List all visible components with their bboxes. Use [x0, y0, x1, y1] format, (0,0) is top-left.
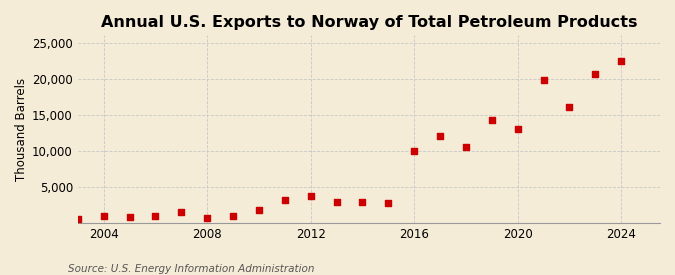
Point [460, 145, 471, 149]
Point [331, 200, 342, 204]
Point [487, 118, 497, 123]
Point [124, 215, 135, 219]
Point [150, 213, 161, 218]
Point [99, 214, 109, 219]
Point [227, 214, 238, 219]
Point [72, 217, 83, 221]
Point [409, 148, 420, 153]
Point [538, 78, 549, 82]
Point [305, 194, 316, 198]
Text: Source: U.S. Energy Information Administration: Source: U.S. Energy Information Administ… [68, 264, 314, 274]
Point [176, 210, 187, 214]
Point [202, 216, 213, 220]
Point [512, 127, 523, 131]
Point [564, 104, 575, 109]
Point [590, 72, 601, 76]
Point [383, 200, 394, 205]
Point [435, 134, 446, 139]
Point [279, 198, 290, 202]
Point [357, 200, 368, 204]
Y-axis label: Thousand Barrels: Thousand Barrels [15, 78, 28, 181]
Point [616, 59, 626, 64]
Point [254, 208, 265, 212]
Title: Annual U.S. Exports to Norway of Total Petroleum Products: Annual U.S. Exports to Norway of Total P… [101, 15, 637, 30]
